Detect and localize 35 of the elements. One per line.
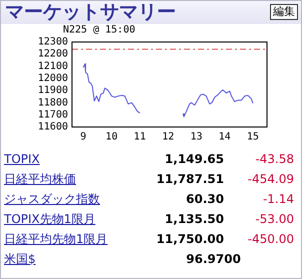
x-tick-label: 15 — [246, 132, 259, 143]
category-label: TOPIX — [4, 151, 41, 168]
x-tick-label: 14 — [218, 132, 231, 143]
x-tick-label: 9 — [80, 132, 86, 143]
y-tick-label: 11700 — [38, 109, 68, 120]
category-label: TOPIX先物1限月 — [4, 211, 96, 228]
data-label: 1,149.65 — [164, 151, 224, 168]
y-tick-label: 11900 — [38, 85, 68, 96]
x-tick-label: 11 — [134, 132, 146, 143]
category-label: 米国$ — [4, 251, 37, 268]
x-tick-label: 12 — [162, 132, 174, 143]
x-tick-label: 10 — [106, 132, 118, 143]
data-label: -53.00 — [254, 211, 294, 228]
data-label: -1.14 — [262, 191, 294, 208]
y-tick-label: 12100 — [38, 60, 68, 72]
data-label: 11,750.00 — [155, 231, 224, 248]
data-label: -454.09 — [246, 171, 294, 188]
y-tick-label: 12000 — [38, 73, 68, 84]
category-label: 日経平均株価 — [4, 171, 77, 188]
y-tick-label: 11800 — [38, 97, 68, 108]
category-label: 日経平均先物1限月 — [4, 231, 109, 248]
category-label: ジャスダック指数 — [4, 191, 101, 208]
data-label: 96.9700 — [185, 251, 241, 268]
chart-subtitle: N225 @ 15:00 — [63, 24, 136, 36]
data-label: -450.00 — [246, 231, 294, 248]
data-label: -43.58 — [254, 151, 294, 168]
chart-title: マーケットサマリー — [5, 1, 176, 24]
y-tick-label: 12300 — [38, 36, 68, 48]
y-tick-label: 12200 — [38, 48, 68, 60]
x-tick-label: 13 — [190, 132, 202, 143]
data-label: 60.30 — [185, 191, 224, 208]
y-tick-label: 11600 — [38, 122, 68, 133]
data-label: 11,787.51 — [155, 171, 224, 188]
data-label: 1,135.50 — [164, 211, 224, 228]
text: 編集 — [270, 4, 298, 20]
